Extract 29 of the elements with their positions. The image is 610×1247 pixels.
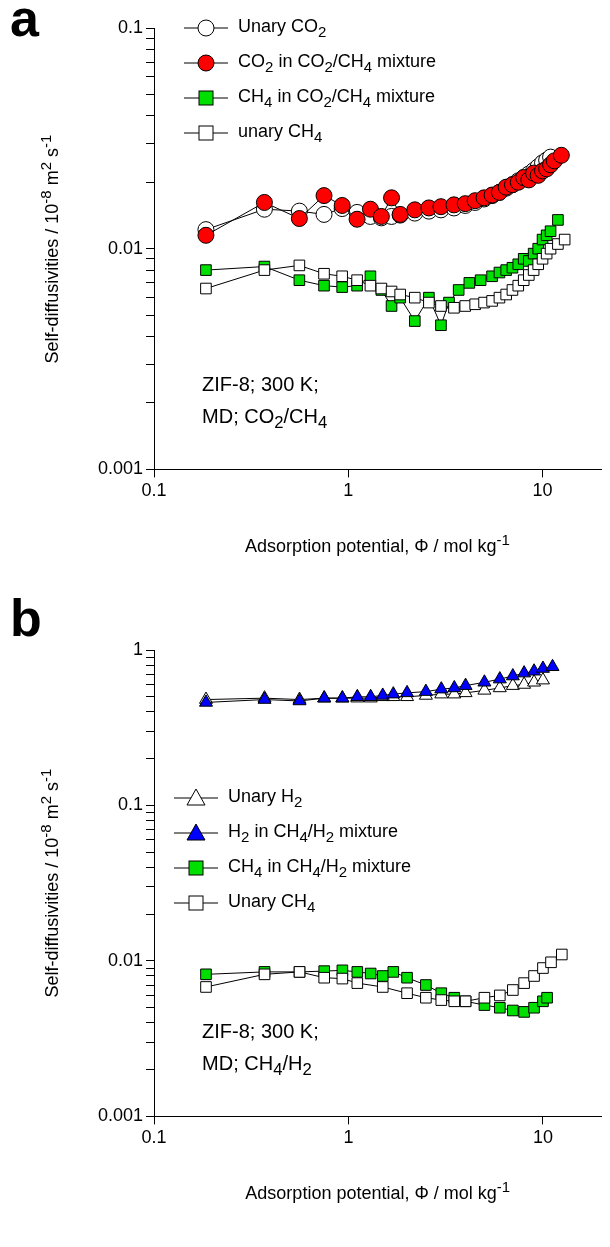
legend-label: CH$_{4}$ in CH$_{4}$/H$_{2}$ mixture (228, 856, 412, 880)
y-tick-label: 0.001 (98, 458, 144, 479)
y-tick-label: 0.01 (108, 949, 144, 970)
x-tick-label: 0.1 (141, 1127, 167, 1148)
y-tick-label: 1 (133, 638, 144, 659)
y-tick-label: 0.1 (118, 16, 144, 37)
annotation: ZIF-8; 300 K; (202, 1019, 319, 1045)
legend-label: CH$_{4}$ in CO$_{2}$/CH$_{4}$ mixture (238, 85, 436, 110)
annotation: MD; CH$_{4}$/H$_{2}$ (202, 1051, 313, 1082)
legend-label: H$_{2}$ in CH$_{4}$/H$_{2}$ mixture (228, 821, 399, 845)
x-tick-label: 0.1 (141, 480, 167, 501)
x-tick-label: 10 (532, 480, 553, 501)
x-axis-title: Adsorption potential, Φ / mol kg$^{-1}$ (245, 531, 510, 558)
legend-label: unary CH$_{4}$ (238, 120, 323, 145)
annotation: ZIF-8; 300 K; (202, 372, 320, 398)
y-tick-label: 0.1 (118, 794, 144, 815)
annotation: MD; CO$_{2}$/CH$_{4}$ (202, 404, 328, 435)
text: a (10, 0, 39, 48)
text: b (10, 588, 42, 648)
legend-label: CO$_{2}$ in CO$_{2}$/CH$_{4}$ mixture (238, 50, 437, 75)
x-tick-label: 1 (343, 1127, 354, 1148)
legend-label: Unary CH$_{4}$ (228, 891, 316, 915)
y-tick-label: 0.01 (108, 237, 144, 258)
x-tick-label: 10 (532, 1127, 553, 1148)
y-tick-label: 0.001 (98, 1105, 144, 1126)
x-tick-label: 1 (343, 480, 354, 501)
legend-label: Unary CO$_{2}$ (238, 15, 327, 40)
legend-label: Unary H$_{2}$ (228, 786, 303, 810)
x-axis-title: Adsorption potential, Φ / mol kg$^{-1}$ (245, 1178, 511, 1205)
